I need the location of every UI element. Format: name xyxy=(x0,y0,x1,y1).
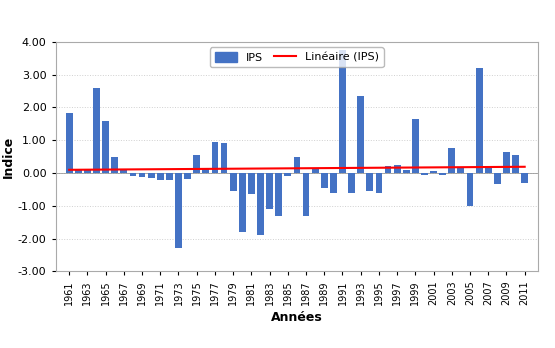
Bar xyxy=(312,168,319,173)
Bar xyxy=(257,173,264,235)
Bar xyxy=(366,173,373,191)
Bar xyxy=(393,165,401,173)
Bar xyxy=(321,173,327,188)
Bar xyxy=(457,168,465,173)
Bar xyxy=(421,173,428,175)
Bar xyxy=(412,119,419,173)
Y-axis label: Indice: Indice xyxy=(2,135,15,178)
Bar xyxy=(330,173,337,193)
Bar xyxy=(166,173,173,180)
X-axis label: Années: Années xyxy=(271,311,323,324)
Bar xyxy=(84,169,91,173)
Legend: IPS, Linéaire (IPS): IPS, Linéaire (IPS) xyxy=(210,47,384,67)
Bar xyxy=(148,173,155,178)
Bar xyxy=(221,143,228,173)
Bar xyxy=(65,113,73,173)
Bar xyxy=(294,157,300,173)
Bar xyxy=(129,173,137,176)
Bar xyxy=(93,88,100,173)
Bar xyxy=(157,173,164,180)
Bar xyxy=(503,152,510,173)
Bar xyxy=(376,173,382,193)
Bar xyxy=(284,173,291,176)
Bar xyxy=(266,173,273,209)
Bar xyxy=(448,148,455,173)
Bar xyxy=(275,173,282,216)
Bar xyxy=(184,173,191,179)
Bar xyxy=(494,173,501,184)
Bar xyxy=(521,173,528,183)
Bar xyxy=(476,68,482,173)
Bar xyxy=(175,173,182,248)
Bar xyxy=(357,96,364,173)
Bar xyxy=(75,170,82,173)
Bar xyxy=(239,173,246,232)
Bar xyxy=(302,173,310,216)
Bar xyxy=(403,170,410,173)
Bar xyxy=(211,142,218,173)
Bar xyxy=(485,167,492,173)
Bar xyxy=(203,168,209,173)
Bar xyxy=(112,157,118,173)
Bar xyxy=(512,155,519,173)
Bar xyxy=(102,121,109,173)
Bar xyxy=(139,173,145,177)
Bar xyxy=(339,50,346,173)
Bar xyxy=(193,155,200,173)
Bar xyxy=(467,173,473,206)
Bar xyxy=(430,171,437,173)
Bar xyxy=(439,173,446,175)
Bar xyxy=(348,173,355,193)
Bar xyxy=(385,166,391,173)
Bar xyxy=(230,173,236,191)
Bar xyxy=(248,173,255,194)
Bar xyxy=(120,171,127,173)
